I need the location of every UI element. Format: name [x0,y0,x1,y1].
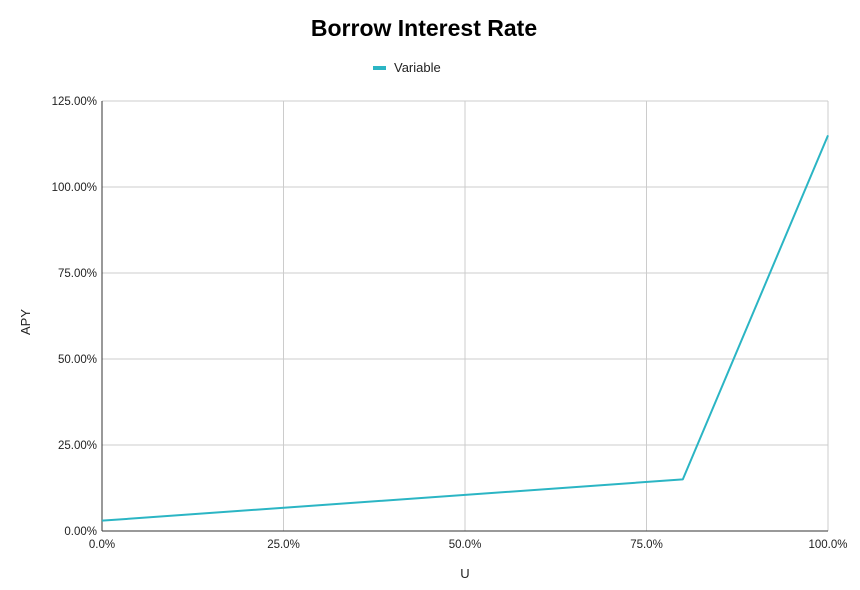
y-axis-label: APY [18,309,33,335]
y-tick-label: 100.00% [52,182,97,194]
legend-swatch-variable [373,66,386,70]
x-tick-label: 100.0% [808,539,847,551]
x-tick-label: 75.0% [630,539,663,551]
y-tick-label: 50.00% [58,354,97,366]
y-tick-label: 125.00% [52,96,97,108]
x-tick-label: 0.0% [89,539,115,551]
x-tick-labels: 0.0% 25.0% 50.0% 75.0% 100.0% [89,539,848,551]
x-tick-label: 25.0% [267,539,300,551]
x-tick-label: 50.0% [449,539,482,551]
y-tick-label: 0.00% [64,526,97,538]
y-tick-labels: 0.00% 25.00% 50.00% 75.00% 100.00% 125.00% [52,96,97,538]
y-tick-label: 75.00% [58,268,97,280]
legend-label-variable: Variable [394,60,441,75]
chart-title: Borrow Interest Rate [311,15,537,41]
y-tick-label: 25.00% [58,440,97,452]
legend: Variable [373,60,441,75]
grid [102,101,828,531]
x-axis-label: U [460,566,469,581]
